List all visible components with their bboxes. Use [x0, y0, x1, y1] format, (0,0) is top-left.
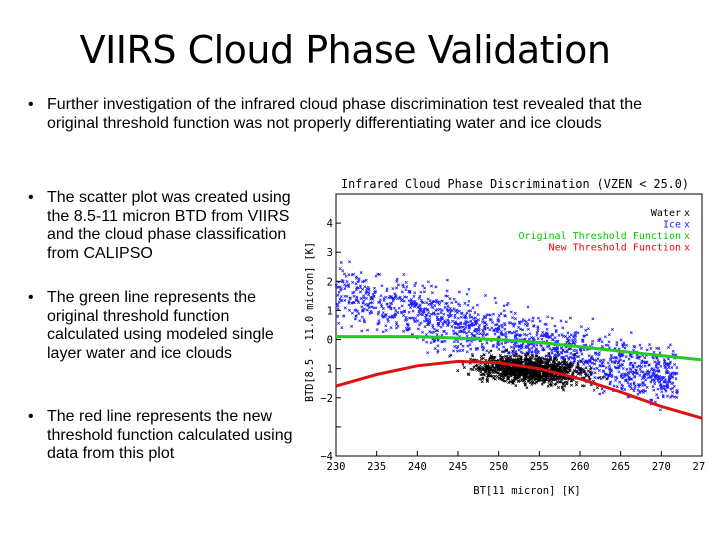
bullet-3-text: The green line represents the original t…	[47, 289, 274, 362]
legend-marker: x	[684, 208, 690, 219]
x-tick-label: 275	[693, 461, 706, 473]
legend-label: Ice	[663, 220, 681, 231]
water-points	[449, 348, 609, 392]
bullet-1-text: Further investigation of the infrared cl…	[47, 96, 642, 132]
chart-title: Infrared Cloud Phase Discrimination (VZE…	[341, 176, 689, 191]
x-tick-label: 235	[367, 461, 386, 473]
x-tick-label: 245	[449, 461, 468, 473]
x-tick-label: 255	[530, 461, 549, 473]
y-axis-label: BTD[8.5 - 11.0 micron] [K]	[304, 242, 316, 402]
x-tick-label: 265	[611, 461, 630, 473]
legend-label: Water	[651, 208, 681, 219]
scatter-plot: Infrared Cloud Phase Discrimination (VZE…	[304, 176, 706, 497]
y-tick-label: 0	[327, 335, 333, 347]
original-threshold-function-line	[336, 335, 703, 362]
y-tick-label: −2	[320, 393, 333, 405]
y-tick-label: −4	[320, 451, 333, 463]
legend-marker: x	[684, 243, 690, 254]
legend-marker: x	[684, 220, 690, 231]
slide-title: VIIRS Cloud Phase Validation	[79, 28, 611, 72]
y-tick-label: 2	[327, 276, 333, 288]
bullet-2-text: The scatter plot was created using the 8…	[47, 189, 291, 262]
bullet-4-text: The red line represents the new threshol…	[47, 408, 293, 462]
bullet-4-symbol: •	[28, 408, 34, 425]
y-tick-label: 1	[327, 305, 333, 317]
plot-frame	[335, 193, 703, 457]
legend-label: New Threshold Function	[549, 243, 681, 254]
x-tick-label: 250	[489, 461, 508, 473]
x-tick-label: 230	[327, 461, 346, 473]
y-tick-label: 1	[327, 364, 333, 376]
legend-box	[534, 203, 692, 251]
y-tick-label: 4	[327, 218, 333, 230]
legend-marker: x	[684, 231, 690, 242]
y-tick-label: 3	[327, 247, 333, 259]
new-threshold-function-line	[335, 359, 703, 420]
legend-label: Original Threshold Function	[518, 231, 681, 242]
bullet-2-symbol: •	[28, 189, 34, 206]
bullet-3-symbol: •	[28, 289, 34, 306]
axis-ticks: 230 235 240 245 250 255 260 265 270 275 −4 −2 1 0 1 2 3 4	[320, 218, 706, 473]
bullet-1-symbol: •	[28, 96, 34, 113]
x-tick-label: 270	[652, 461, 671, 473]
threshold-lines	[335, 335, 703, 420]
x-axis-label: BT[11 micron] [K]	[473, 485, 580, 497]
x-tick-label: 260	[571, 461, 590, 473]
x-tick-label: 240	[408, 461, 427, 473]
